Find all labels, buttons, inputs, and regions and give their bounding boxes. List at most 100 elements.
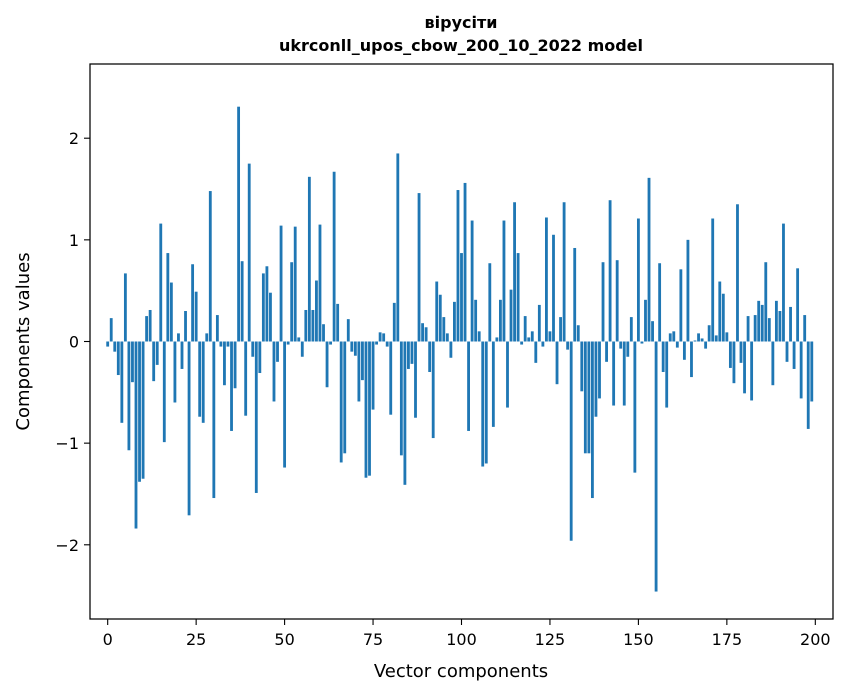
bar	[757, 300, 761, 342]
bar	[520, 341, 524, 345]
bar	[325, 341, 329, 388]
bar	[279, 225, 283, 342]
bar	[283, 341, 287, 468]
bar	[792, 341, 796, 369]
bar	[152, 341, 156, 382]
bar	[371, 341, 375, 410]
bar	[120, 341, 124, 423]
bar	[155, 341, 159, 365]
bar	[261, 273, 265, 342]
bar	[552, 234, 555, 342]
x-tick-label: 125	[535, 630, 566, 649]
bar	[237, 106, 241, 342]
bar	[403, 341, 407, 485]
bar	[566, 341, 570, 350]
bar	[431, 341, 435, 439]
bar	[134, 341, 138, 529]
bar	[382, 333, 386, 342]
bar	[449, 341, 453, 358]
bar	[269, 292, 272, 342]
bar	[774, 300, 778, 342]
bar	[159, 223, 163, 342]
bar	[622, 341, 626, 406]
bar	[481, 341, 485, 467]
bar	[598, 341, 601, 399]
bar	[562, 202, 566, 342]
bar	[746, 316, 750, 342]
y-tick-label: −2	[55, 536, 79, 555]
y-tick-label: 2	[69, 129, 79, 148]
bar	[810, 341, 814, 402]
bar	[265, 266, 269, 342]
bar	[226, 341, 230, 347]
bar	[594, 341, 598, 417]
bar	[184, 311, 187, 342]
bar	[484, 341, 488, 464]
bar	[463, 182, 467, 342]
bar	[445, 333, 449, 342]
bar	[675, 341, 679, 348]
x-tick-label: 75	[363, 630, 383, 649]
bar	[555, 341, 559, 385]
y-tick-label: 0	[69, 333, 79, 352]
bar	[679, 269, 683, 342]
bar	[658, 263, 662, 342]
bar	[109, 318, 113, 342]
chart-title-line-1: вірусіти	[425, 13, 498, 32]
bar	[417, 193, 421, 342]
bar	[339, 341, 343, 463]
bar	[456, 190, 460, 342]
bar	[559, 317, 562, 342]
bar	[803, 315, 807, 342]
bar	[407, 341, 410, 369]
bar	[707, 325, 711, 342]
bar	[771, 341, 775, 386]
y-tick-label: −1	[55, 434, 79, 453]
bar	[743, 341, 746, 394]
bar	[368, 341, 371, 476]
bar	[346, 319, 350, 342]
bar	[361, 341, 364, 381]
bar	[162, 341, 166, 443]
y-axis-ticks: −2 −1 0 1 2	[55, 129, 90, 555]
bar	[315, 280, 318, 342]
bar	[580, 341, 584, 392]
bar	[233, 341, 237, 389]
plot-frame	[89, 63, 834, 620]
bar	[806, 341, 810, 429]
bar	[127, 341, 131, 451]
bar	[428, 341, 432, 372]
bar	[682, 341, 686, 360]
bar	[198, 341, 202, 417]
bar	[693, 340, 697, 342]
bar	[392, 302, 396, 342]
bar	[750, 341, 754, 401]
bar	[697, 333, 700, 342]
bar	[254, 341, 258, 493]
bar	[509, 289, 513, 342]
bar	[385, 341, 389, 347]
bar	[240, 261, 244, 342]
bar	[654, 341, 658, 592]
bar	[700, 338, 704, 342]
bar	[187, 341, 191, 516]
bar	[399, 341, 403, 456]
bar	[300, 341, 304, 357]
bar	[223, 341, 226, 386]
bar	[258, 341, 262, 374]
bar	[583, 341, 587, 454]
bar	[304, 309, 308, 342]
bar	[201, 341, 205, 423]
bar	[297, 337, 301, 342]
bar	[421, 323, 424, 342]
bar	[145, 316, 149, 342]
bar	[307, 176, 311, 342]
bar	[615, 260, 619, 342]
bar	[290, 262, 294, 342]
bar	[251, 341, 255, 357]
bar	[488, 263, 492, 342]
bar	[704, 341, 708, 349]
bar	[764, 262, 768, 342]
bar	[329, 341, 333, 345]
bar	[205, 333, 209, 342]
